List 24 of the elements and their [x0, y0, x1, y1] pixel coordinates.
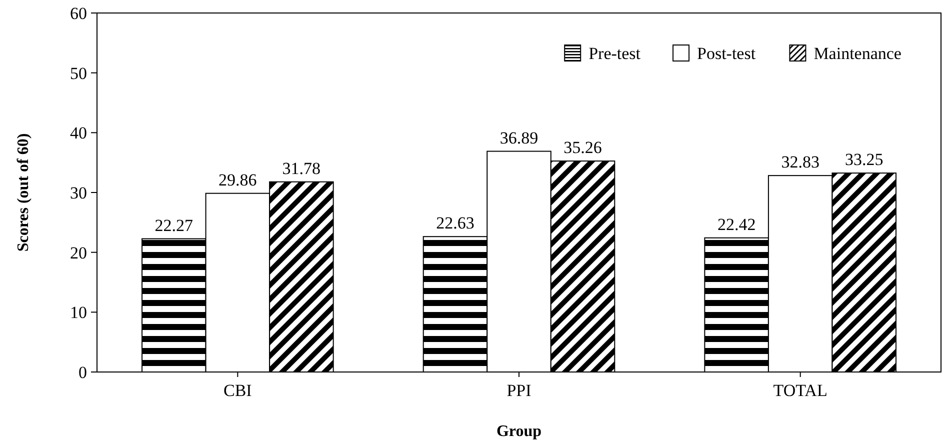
- data-label: 31.78: [282, 158, 321, 178]
- x-tick-label: PPI: [506, 381, 532, 400]
- y-tick-label: 0: [78, 362, 87, 382]
- x-axis-title: Group: [496, 423, 542, 440]
- data-label: 36.89: [500, 128, 538, 148]
- x-tick-label: TOTAL: [773, 381, 828, 400]
- y-tick-label: 40: [70, 124, 87, 143]
- data-label: 22.42: [717, 214, 756, 234]
- y-tick-label: 60: [70, 4, 87, 23]
- y-tick-label: 30: [70, 183, 87, 202]
- y-tick-label: 20: [70, 243, 87, 262]
- x-tick-label: CBI: [223, 381, 252, 400]
- data-label: 22.27: [154, 216, 194, 235]
- y-tick-label: 50: [70, 64, 87, 83]
- data-label: 35.26: [564, 138, 602, 158]
- data-label: 32.83: [781, 152, 820, 172]
- data-label: 33.25: [844, 150, 884, 170]
- legend-label: Maintenance: [814, 44, 902, 63]
- data-label: 29.86: [218, 170, 257, 190]
- y-axis-title: Scores (out of 60): [15, 133, 32, 252]
- legend-label: Post-test: [697, 44, 756, 63]
- data-label: 22.63: [436, 214, 474, 233]
- legend-label: Pre-test: [588, 44, 641, 63]
- y-tick-label: 10: [70, 303, 87, 322]
